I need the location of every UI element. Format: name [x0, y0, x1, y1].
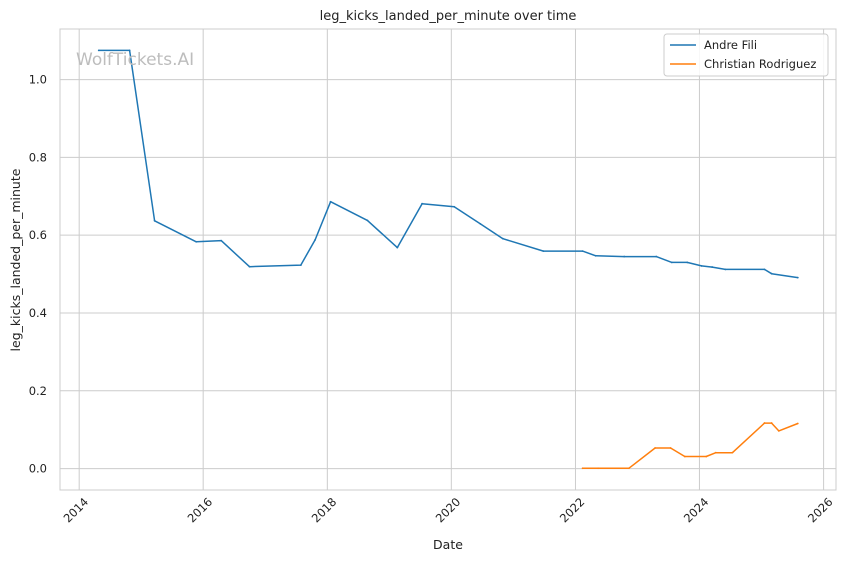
data-point-christian-rodriguez — [763, 422, 766, 424]
data-point-andre-fili — [770, 272, 773, 275]
x-tick-label: 2016 — [185, 495, 216, 526]
data-point-christian-rodriguez — [714, 451, 717, 454]
x-tick-label: 2026 — [805, 495, 836, 526]
data-point-christian-rodriguez — [669, 447, 672, 449]
data-point-andre-fili — [670, 261, 673, 264]
data-point-andre-fili — [655, 255, 658, 258]
x-tick-label: 2022 — [557, 495, 588, 526]
y-axis-label: leg_kicks_landed_per_minute — [8, 168, 23, 351]
data-point-andre-fili — [686, 261, 689, 264]
data-point-andre-fili — [128, 49, 131, 52]
x-tick-label: 2014 — [61, 495, 92, 526]
series-group — [97, 49, 799, 470]
data-point-andre-fili — [396, 246, 399, 249]
data-point-christian-rodriguez — [796, 422, 799, 425]
y-tick-label: 0.6 — [29, 228, 47, 242]
data-point-andre-fili — [502, 237, 504, 240]
data-point-christian-rodriguez — [683, 455, 686, 458]
data-point-andre-fili — [623, 255, 626, 258]
y-tick-label: 0.2 — [29, 384, 47, 398]
data-point-andre-fili — [711, 266, 714, 268]
plot-frame — [59, 28, 837, 491]
legend: Andre Fili Christian Rodriguez — [663, 33, 829, 77]
data-point-andre-fili — [366, 219, 369, 222]
data-point-andre-fili — [421, 202, 423, 205]
x-axis-label: Date — [433, 537, 463, 552]
data-point-andre-fili — [97, 49, 100, 52]
data-point-christian-rodriguez — [705, 455, 708, 458]
data-point-andre-fili — [153, 219, 156, 222]
data-point-andre-fili — [542, 250, 545, 253]
legend-label-andre-fili: Andre Fili — [704, 38, 757, 52]
x-tick-label: 2024 — [681, 495, 712, 526]
data-point-andre-fili — [763, 268, 766, 271]
data-point-andre-fili — [195, 240, 198, 243]
series-line-andre-fili — [98, 49, 798, 279]
data-point-christian-rodriguez — [628, 467, 630, 470]
data-point-christian-rodriguez — [654, 447, 657, 449]
data-point-christian-rodriguez — [777, 429, 780, 432]
legend-label-christian-rodriguez: Christian Rodriguez — [704, 57, 816, 71]
data-point-christian-rodriguez — [731, 451, 734, 454]
x-tick-label: 2018 — [309, 495, 340, 526]
data-point-andre-fili — [299, 264, 302, 267]
data-point-christian-rodriguez — [581, 467, 584, 470]
data-point-andre-fili — [220, 239, 223, 242]
plot-area — [60, 29, 836, 490]
data-point-andre-fili — [479, 223, 482, 225]
data-point-andre-fili — [700, 265, 703, 267]
x-tick-label: 2020 — [433, 495, 464, 526]
data-point-andre-fili — [581, 250, 584, 253]
y-tick-label: 1.0 — [29, 73, 47, 87]
chart-title: leg_kicks_landed_per_minute over time — [320, 9, 577, 24]
data-point-andre-fili — [248, 265, 251, 268]
y-tick-label: 0.0 — [29, 462, 47, 476]
legend-box — [663, 33, 829, 77]
data-point-andre-fili — [453, 205, 456, 208]
watermark-text: WolfTickets.AI — [76, 50, 194, 70]
data-point-andre-fili — [594, 254, 597, 257]
data-point-andre-fili — [314, 238, 317, 241]
data-point-andre-fili — [724, 268, 727, 271]
grid — [60, 29, 836, 490]
data-point-andre-fili — [796, 276, 799, 279]
data-point-andre-fili — [329, 200, 332, 203]
data-point-christian-rodriguez — [770, 422, 773, 424]
y-tick-label: 0.4 — [29, 306, 47, 320]
y-tick-label: 0.8 — [29, 150, 47, 164]
data-point-christian-rodriguez — [597, 467, 599, 470]
